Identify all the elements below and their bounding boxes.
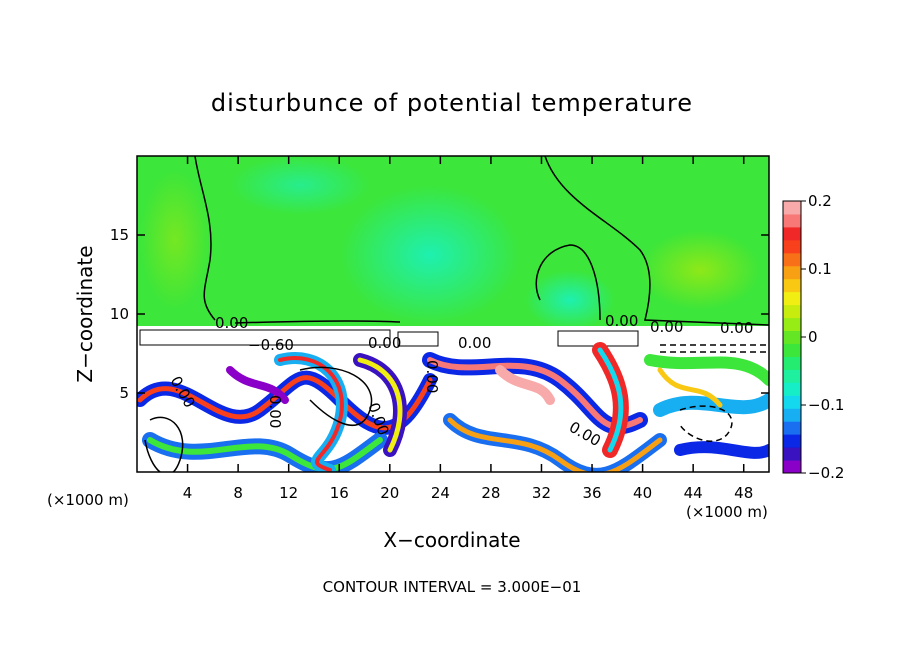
colorbar <box>782 200 802 474</box>
x-tick-label: 40 <box>633 484 652 502</box>
x-tick-label: 44 <box>684 484 703 502</box>
x-unit-left: (×1000 m) <box>47 491 129 509</box>
colorbar-swatch <box>783 201 801 215</box>
contour-label: 0.00 <box>423 360 441 393</box>
y-axis-label: Z−coordinate <box>73 245 97 382</box>
x-tick-label: 28 <box>481 484 500 502</box>
y-axis: 5 10 15 <box>110 226 769 402</box>
inversion-block <box>139 329 391 346</box>
x-axis: 4 8 12 16 20 24 28 32 36 40 44 48 <box>183 156 753 502</box>
colorbar-swatch <box>783 369 801 383</box>
x-tick-label: 8 <box>233 484 243 502</box>
colorbar-swatch <box>783 265 801 280</box>
colorbar-swatch <box>783 226 801 241</box>
colorbar-swatch <box>783 252 801 267</box>
contour-label: 0.00 <box>650 318 683 336</box>
colorbar-swatch <box>783 304 801 319</box>
colorbar-swatch <box>783 447 801 461</box>
contour-label: 0.00 <box>458 334 491 352</box>
colorbar-tick-label: −0.1 <box>808 396 844 414</box>
colorbar-swatch <box>783 395 801 409</box>
teal-patch <box>525 270 615 330</box>
x-axis-label: X−coordinate <box>383 528 520 552</box>
contour-label: 0.00 <box>215 314 248 332</box>
contour-label: 0.00 <box>266 395 284 428</box>
colorbar-swatch <box>783 460 801 474</box>
x-tick-label: 4 <box>183 484 193 502</box>
colorbar-tick-label: 0.2 <box>808 192 832 210</box>
yellow-patch <box>640 230 760 310</box>
colorbar-swatch <box>783 278 801 293</box>
colorbar-swatch <box>783 408 801 422</box>
colorbar-swatch <box>783 421 801 435</box>
x-tick-label: 20 <box>380 484 399 502</box>
plot-area: 0.00 0.00 0.00 0.00 −0.60 0.00 0.00 0.00… <box>137 156 769 472</box>
x-tick-label: 16 <box>330 484 349 502</box>
x-tick-label: 32 <box>532 484 551 502</box>
colorbar-swatch <box>783 330 801 344</box>
contour-lines <box>144 156 769 472</box>
inversion-block <box>397 331 439 347</box>
colorbar-swatch <box>783 356 801 370</box>
yellow-patch <box>140 170 210 310</box>
y-tick-label: 15 <box>110 226 129 244</box>
colorbar-tick-label: −0.2 <box>808 464 844 482</box>
contour-interval-note: CONTOUR INTERVAL = 3.000E−01 <box>323 578 582 596</box>
x-tick-label: 48 <box>734 484 753 502</box>
y-tick-label: 10 <box>110 305 129 323</box>
teal-patch <box>230 156 370 215</box>
colorbar-swatch <box>783 382 801 396</box>
turbulence-swirls <box>137 342 769 472</box>
colorbar-swatch <box>783 317 801 332</box>
contour-label: −0.60 <box>248 336 294 354</box>
colorbar-tick-label: 0 <box>808 328 818 346</box>
teal-patch <box>340 185 520 325</box>
contour-label: 0.00 <box>368 334 401 352</box>
colorbar-swatch <box>783 291 801 306</box>
colorbar-swatch <box>783 213 801 228</box>
x-tick-label: 24 <box>431 484 450 502</box>
x-tick-label: 36 <box>582 484 601 502</box>
y-tick-label: 5 <box>119 384 129 402</box>
colorbar-ticks: 0.2 0.1 0 −0.1 −0.2 <box>801 192 844 482</box>
x-unit-right: (×1000 m) <box>686 503 768 521</box>
colorbar-swatch <box>783 343 801 357</box>
chart-title: disturbunce of potential temperature <box>211 89 693 117</box>
contour-label: 0.00 <box>720 319 753 337</box>
contour-label: 0.00 <box>605 312 638 330</box>
colorbar-swatch <box>783 434 801 448</box>
x-tick-label: 12 <box>279 484 298 502</box>
colorbar-swatch <box>783 239 801 254</box>
colorbar-tick-label: 0.1 <box>808 260 832 278</box>
